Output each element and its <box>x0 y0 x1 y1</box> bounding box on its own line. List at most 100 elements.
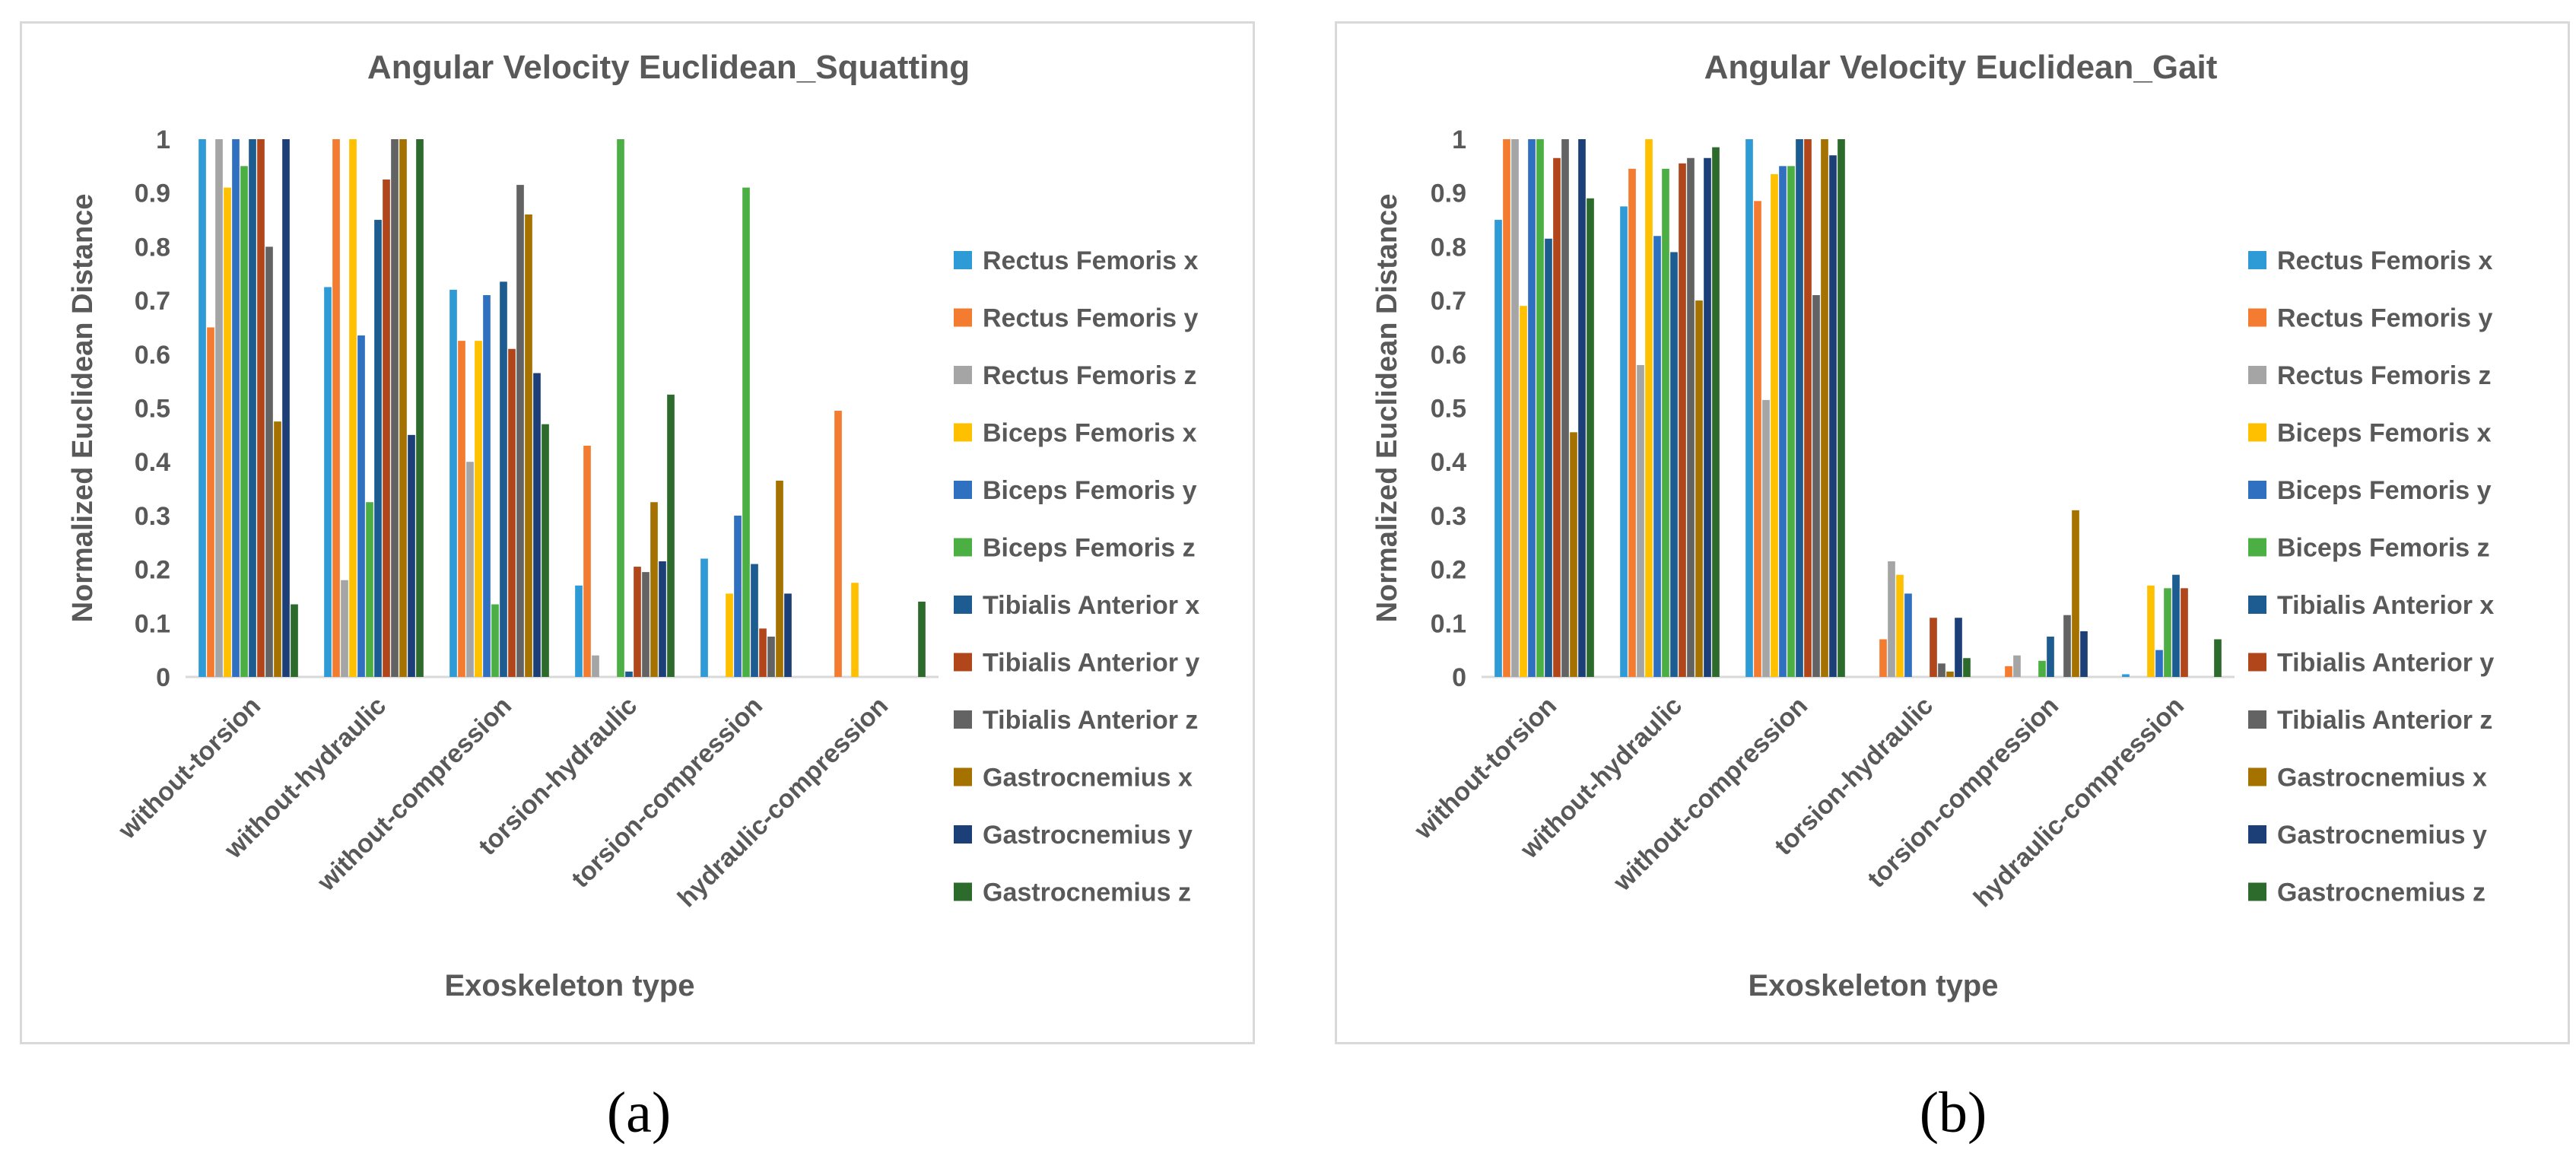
bar <box>2181 588 2188 677</box>
y-axis-title: Normalized Euclidean Distance <box>1371 194 1403 623</box>
bar <box>2013 655 2021 677</box>
legend-swatch <box>954 251 972 269</box>
bar <box>1888 561 1895 677</box>
legend-label: Biceps Femoris y <box>2277 476 2492 505</box>
bar <box>533 373 541 677</box>
bar <box>291 604 298 677</box>
y-tick-label: 1 <box>156 125 170 154</box>
bar <box>1687 157 1695 677</box>
legend-swatch <box>2248 538 2266 557</box>
bar <box>659 561 666 677</box>
bar <box>282 139 290 677</box>
legend-swatch <box>2248 767 2266 786</box>
bar <box>249 139 256 677</box>
legend-label: Biceps Femoris y <box>983 476 1197 505</box>
bar <box>751 564 758 677</box>
bar <box>2155 650 2163 677</box>
bar <box>2147 585 2155 677</box>
chart-panel-gait: Angular Velocity Euclidean_Gait Normalize… <box>1335 21 2570 1044</box>
bar <box>399 139 407 677</box>
bar <box>207 327 214 677</box>
bar <box>500 281 507 678</box>
bar <box>458 341 465 677</box>
bar <box>1528 139 1536 677</box>
bar <box>475 341 482 677</box>
bar <box>1904 593 1912 677</box>
bar <box>1879 639 1887 677</box>
bar <box>1578 139 1586 677</box>
bar <box>366 502 373 677</box>
bar <box>1838 139 1845 677</box>
bar <box>634 567 641 677</box>
bar <box>2072 510 2079 677</box>
caption-b: (b) <box>1919 1081 1987 1145</box>
legend-label: Gastrocnemius x <box>2277 764 2487 793</box>
bar <box>1821 139 1828 677</box>
bar <box>374 220 382 677</box>
legend-swatch <box>954 423 972 442</box>
legend-swatch <box>2248 251 2266 269</box>
bar <box>617 139 624 677</box>
legend-label: Rectus Femoris z <box>2277 361 2492 390</box>
y-tick-label: 0.6 <box>135 341 170 370</box>
bar <box>1938 663 1945 677</box>
legend-swatch <box>954 825 972 844</box>
bar <box>1670 252 1678 678</box>
bar <box>1561 139 1569 677</box>
bar <box>784 593 792 677</box>
y-tick-label: 0.9 <box>1431 180 1466 208</box>
bar <box>1520 306 1527 677</box>
legend-swatch <box>954 882 972 901</box>
bar <box>1628 168 1636 677</box>
legend-label: Tibialis Anterior x <box>2277 591 2494 620</box>
y-tick-label: 0.5 <box>1431 395 1466 424</box>
bar <box>1511 139 1519 677</box>
bar <box>767 636 775 677</box>
bar <box>1553 157 1561 677</box>
bar <box>1662 168 1669 677</box>
y-tick-label: 0.3 <box>1431 502 1466 531</box>
bar <box>2038 660 2046 677</box>
legend-swatch <box>2248 596 2266 614</box>
bar <box>1637 364 1644 677</box>
y-tick-label: 0.3 <box>135 502 170 531</box>
bar <box>449 289 457 677</box>
bar <box>759 628 767 677</box>
legend-label: Gastrocnemius y <box>983 821 1193 850</box>
bar <box>199 139 206 677</box>
legend-label: Tibialis Anterior y <box>2277 649 2494 678</box>
y-tick-label: 0.2 <box>135 556 170 585</box>
y-tick-label: 0.8 <box>1431 233 1466 262</box>
bar <box>232 139 240 677</box>
bar <box>583 445 591 677</box>
bar <box>1570 432 1577 677</box>
legend-swatch <box>954 710 972 729</box>
legend-swatch <box>954 653 972 672</box>
bar <box>1587 198 1594 677</box>
y-tick-label: 0.2 <box>1431 556 1466 585</box>
y-tick-label: 0.1 <box>135 609 170 638</box>
legend-label: Rectus Femoris y <box>2277 304 2493 333</box>
bar <box>1812 295 1820 677</box>
bar <box>1946 671 1954 677</box>
x-tick-label: hydraulic-compression <box>672 691 894 913</box>
bar <box>1645 139 1653 677</box>
bar <box>592 655 599 677</box>
bar <box>1762 399 1770 677</box>
legend-label: Rectus Femoris y <box>983 304 1199 333</box>
caption-a: (a) <box>606 1081 672 1145</box>
bar <box>1704 157 1711 677</box>
bar <box>2172 574 2180 677</box>
bar <box>324 287 332 677</box>
bar <box>1695 300 1703 677</box>
y-tick-label: 0.7 <box>1431 287 1466 316</box>
y-tick-label: 0.6 <box>1431 341 1466 370</box>
bar <box>408 434 415 677</box>
bar <box>1494 220 1502 677</box>
legend-label: Tibialis Anterior x <box>983 591 1199 620</box>
x-tick-label: hydraulic-compression <box>1968 691 2190 913</box>
bar <box>1787 166 1795 678</box>
bar <box>1536 139 1544 677</box>
bar <box>851 583 859 677</box>
y-tick-label: 0.8 <box>135 233 170 262</box>
